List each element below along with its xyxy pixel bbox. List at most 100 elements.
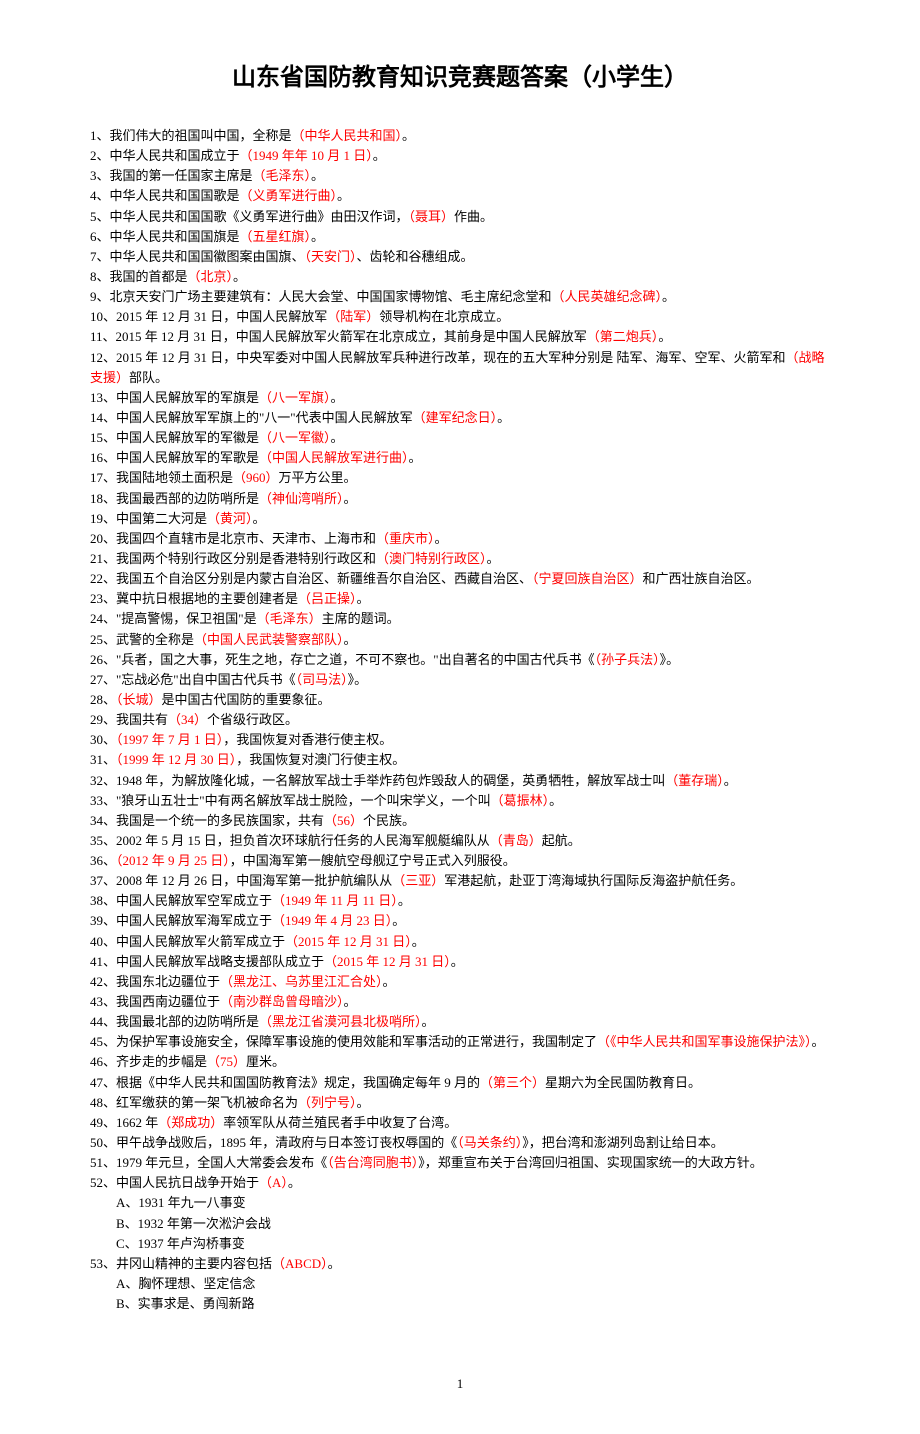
question-item: 2、中华人民共和国成立于（1949 年年 10 月 1 日）。 — [90, 146, 830, 166]
question-text-pre: 、甲午战争战败后，1895 年，清政府与日本签订丧权辱国的《 — [103, 1135, 457, 1150]
question-number: 32 — [90, 773, 103, 788]
question-item: 8、我国的首都是（北京）。 — [90, 267, 830, 287]
answer-text: （司马法） — [296, 672, 348, 687]
answer-text: （八一军旗） — [259, 390, 331, 405]
question-number: 49 — [90, 1115, 103, 1130]
question-text-post: 星期六为全民国防教育日。 — [545, 1075, 701, 1090]
question-number: 29 — [90, 712, 103, 727]
question-number: 24 — [90, 611, 103, 626]
page-number: 1 — [90, 1374, 830, 1394]
answer-text: （A） — [259, 1175, 288, 1190]
question-text-pre: 、中华人民共和国国旗是 — [97, 229, 240, 244]
question-number: 36 — [90, 853, 103, 868]
question-text-post: 和广西壮族自治区。 — [643, 571, 760, 586]
question-number: 17 — [90, 470, 103, 485]
question-number: 11 — [90, 329, 103, 344]
question-item: 10、2015 年 12 月 31 日，中国人民解放军（陆军）领导机构在北京成立… — [90, 307, 830, 327]
question-item: 4、中华人民共和国国歌是（义勇军进行曲）。 — [90, 186, 830, 206]
answer-text: （1949 年年 10 月 1 日） — [240, 148, 373, 163]
answer-option: A、1931 年九一八事变 — [90, 1193, 830, 1213]
answer-option: A、胸怀理想、坚定信念 — [90, 1274, 830, 1294]
question-text-post: 。 — [344, 994, 357, 1009]
question-text-post: 部队。 — [129, 370, 168, 385]
question-text-pre: 、中国第二大河是 — [103, 511, 207, 526]
question-number: 46 — [90, 1054, 103, 1069]
question-item: 51、1979 年元旦，全国人大常委会发布《（告台湾同胞书）》，郑重宣布关于台湾… — [90, 1153, 830, 1173]
question-item: 36、（2012 年 9 月 25 日），中国海军第一艘航空母舰辽宁号正式入列服… — [90, 851, 830, 871]
question-text-pre: 、我国的第一任国家主席是 — [97, 168, 253, 183]
answer-text: （人民英雄纪念碑） — [552, 289, 663, 304]
question-item: 38、中国人民解放军空军成立于（1949 年 11 月 11 日）。 — [90, 891, 830, 911]
answer-option: C、1937 年卢沟桥事变 — [90, 1234, 830, 1254]
question-text-post: 厘米。 — [246, 1054, 285, 1069]
question-number: 45 — [90, 1034, 103, 1049]
question-text-post: 。 — [497, 410, 510, 425]
question-number: 47 — [90, 1075, 103, 1090]
question-number: 53 — [90, 1256, 103, 1271]
question-item: 35、2002 年 5 月 15 日，担负首次环球航行任务的人民海军舰艇编队从（… — [90, 831, 830, 851]
question-number: 48 — [90, 1095, 103, 1110]
question-text-pre: 、中华人民共和国国徽图案由国旗、 — [97, 249, 305, 264]
question-text-post: 。 — [812, 1034, 825, 1049]
question-item: 40、中国人民解放军火箭军成立于（2015 年 12 月 31 日）。 — [90, 932, 830, 952]
question-number: 52 — [90, 1175, 103, 1190]
question-text-pre: 、1948 年，为解放隆化城，一名解放军战士手举炸药包炸毁敌人的碉堡，英勇牺牲，… — [103, 773, 665, 788]
question-text-pre: 、我国西南边疆位于 — [103, 994, 220, 1009]
answer-text: （56） — [324, 813, 363, 828]
question-text-post: 。 — [357, 591, 370, 606]
question-text-post: 》，郑重宣布关于台湾回归祖国、实现国家统一的大政方针。 — [418, 1155, 763, 1170]
answer-text: （毛泽东） — [253, 168, 312, 183]
answer-text: （吕正操） — [298, 591, 357, 606]
answer-text: （建军纪念日） — [413, 410, 498, 425]
question-text-pre: 、2008 年 12 月 26 日，中国海军第一批护航编队从 — [103, 873, 392, 888]
answer-text: （孙子兵法） — [595, 652, 660, 667]
question-text-pre: 、中华人民共和国成立于 — [97, 148, 240, 163]
question-item: 7、中华人民共和国国徽图案由国旗、（天安门）、齿轮和谷穗组成。 — [90, 247, 830, 267]
question-text-post: 。 — [253, 511, 266, 526]
question-item: 42、我国东北边疆位于（黑龙江、乌苏里江汇合处）。 — [90, 972, 830, 992]
question-text-pre: 、1662 年 — [103, 1115, 158, 1130]
question-text-pre: 、中国人民抗日战争开始于 — [103, 1175, 259, 1190]
question-item: 9、北京天安门广场主要建筑有：人民大会堂、中国国家博物馆、毛主席纪念堂和（人民英… — [90, 287, 830, 307]
question-text-pre: 、 — [103, 732, 116, 747]
question-number: 12 — [90, 350, 103, 365]
answer-text: （中国人民解放军进行曲） — [259, 450, 409, 465]
question-item: 32、1948 年，为解放隆化城，一名解放军战士手举炸药包炸毁敌人的碉堡，英勇牺… — [90, 771, 830, 791]
question-text-post: 。 — [398, 893, 411, 908]
question-number: 21 — [90, 551, 103, 566]
question-text-post: 率领军队从荷兰殖民者手中收复了台湾。 — [223, 1115, 457, 1130]
question-text-pre: 、"提高警惕，保卫祖国"是 — [103, 611, 257, 626]
question-item: 1、我们伟大的祖国叫中国，全称是（中华人民共和国）。 — [90, 126, 830, 146]
question-text-pre: 、中国人民解放军的军歌是 — [103, 450, 259, 465]
question-number: 35 — [90, 833, 103, 848]
question-item: 18、我国最西部的边防哨所是（神仙湾哨所）。 — [90, 489, 830, 509]
question-text-pre: 、齐步走的步幅是 — [103, 1054, 207, 1069]
question-text-pre: 、中华人民共和国国歌是 — [97, 188, 240, 203]
question-text-post: 。 — [422, 1014, 435, 1029]
question-text-post: 起航。 — [542, 833, 581, 848]
question-number: 26 — [90, 652, 103, 667]
answer-text: （2015 年 12 月 31 日） — [285, 934, 412, 949]
answer-text: （三亚） — [392, 873, 444, 888]
question-item: 46、齐步走的步幅是（75）厘米。 — [90, 1052, 830, 1072]
question-number: 27 — [90, 672, 103, 687]
question-text-post: ，中国海军第一艘航空母舰辽宁号正式入列服役。 — [230, 853, 516, 868]
answer-text: （2012 年 9 月 25 日） — [116, 853, 230, 868]
question-item: 37、2008 年 12 月 26 日，中国海军第一批护航编队从（三亚）军港起航… — [90, 871, 830, 891]
question-number: 10 — [90, 309, 103, 324]
question-text-pre: 、中国人民解放军火箭军成立于 — [103, 934, 285, 949]
answer-text: （南沙群岛曾母暗沙） — [220, 994, 344, 1009]
answer-text: （长城） — [116, 692, 162, 707]
question-text-pre: 、我国的首都是 — [97, 269, 188, 284]
question-text-pre: 、 — [103, 853, 116, 868]
question-text-post: 。 — [383, 974, 396, 989]
question-item: 47、根据《中华人民共和国国防教育法》规定，我国确定每年 9 月的（第三个）星期… — [90, 1073, 830, 1093]
question-item: 52、中国人民抗日战争开始于（A）。 — [90, 1173, 830, 1193]
question-text-post: 。 — [311, 168, 324, 183]
answer-text: （告台湾同胞书） — [327, 1155, 418, 1170]
question-item: 31、（1999 年 12 月 30 日），我国恢复对澳门行使主权。 — [90, 750, 830, 770]
answer-text: （第三个） — [480, 1075, 545, 1090]
question-text-post: 。 — [233, 269, 246, 284]
question-item: 34、我国是一个统一的多民族国家，共有（56）个民族。 — [90, 811, 830, 831]
answer-text: （五星红旗） — [240, 229, 312, 244]
